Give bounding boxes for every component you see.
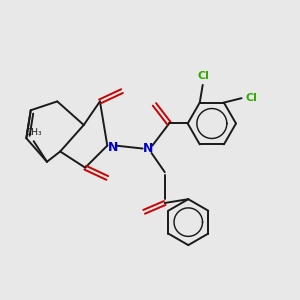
Text: Cl: Cl	[197, 71, 209, 81]
Text: Cl: Cl	[246, 93, 258, 103]
Text: CH₃: CH₃	[26, 128, 43, 137]
Text: N: N	[107, 141, 118, 154]
Text: N: N	[143, 142, 154, 155]
